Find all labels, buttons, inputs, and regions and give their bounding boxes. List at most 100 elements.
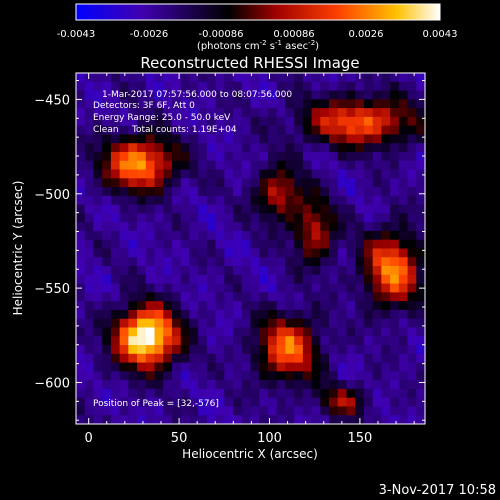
heatmap-cell [206,292,217,302]
heatmap-cell [163,371,173,381]
heatmap-cell [154,81,164,92]
heatmap-cell [416,204,425,215]
heatmap-cell [241,90,252,100]
heatmap-cell [224,318,234,329]
heatmap-cell [329,81,339,92]
heatmap-cell [250,362,260,372]
heatmap-cell [276,81,286,92]
heatmap-cell [198,169,208,179]
heatmap-cell [259,318,269,329]
heatmap-cell [180,415,191,424]
heatmap-cell [302,151,313,162]
heatmap-cell [215,151,225,162]
heatmap-cell [119,204,129,215]
heatmap-cell [381,371,391,381]
heatmap-cell [93,125,103,136]
heatmap-cell [398,134,409,144]
heatmap-cell [102,309,112,320]
heatmap-cell [163,283,173,293]
heatmap-cell [110,187,121,197]
heatmap-cell [285,336,295,346]
heatmap-cell [294,318,304,329]
heatmap-cell [372,204,382,215]
heatmap-cell [180,309,191,320]
heatmap-cell [145,283,156,293]
heatmap-cell [171,292,182,302]
heatmap-cell [276,99,286,109]
heatmap-cell [241,108,252,118]
heatmap-cell [311,266,321,276]
heatmap-cell [337,239,348,250]
heatmap-cell [198,353,208,364]
heatmap-cell [224,99,234,109]
heatmap-cell [259,213,269,223]
heatmap-cell [381,345,391,355]
heatmap-cell [163,187,173,197]
heatmap-cell [206,257,217,267]
heatmap-cell [381,301,391,311]
heatmap-cell [398,266,409,276]
heatmap-cell [337,353,348,364]
heatmap-cell [84,283,95,293]
heatmap-cell [363,336,374,346]
heatmap-cell [241,195,252,206]
heatmap-cell [76,292,86,302]
heatmap-cell [294,151,304,162]
heatmap-cell [276,160,286,171]
heatmap-cell [102,345,112,355]
heatmap-cell [102,266,112,276]
heatmap-cell [355,397,365,408]
heatmap-cell [416,81,425,92]
heatmap-cell [355,108,365,118]
heatmap-cell [180,99,191,109]
heatmap-cell [137,318,147,329]
heatmap-cell [171,406,182,416]
heatmap-cell [407,99,417,109]
heatmap-cell [241,187,252,197]
heatmap-cell [206,388,217,399]
heatmap-cell [76,99,86,109]
heatmap-cell [180,266,191,276]
heatmap-cell [259,415,269,424]
heatmap-cell [398,309,409,320]
heatmap-cell [189,309,199,320]
heatmap-cell [329,318,339,329]
heatmap-cell [285,73,295,83]
heatmap-cell [206,108,217,118]
heatmap-cell [119,116,129,127]
heatmap-cell [76,318,86,329]
heatmap-cell [407,151,417,162]
heatmap-cell [416,73,425,83]
heatmap-cell [119,327,129,337]
heatmap-cell [381,292,391,302]
heatmap-cell [128,274,138,285]
heatmap-cell [302,90,313,100]
heatmap-cell [285,327,295,337]
heatmap-cell [407,309,417,320]
heatmap-cell [93,204,103,215]
heatmap-cell [137,257,147,267]
heatmap-cell [84,90,95,100]
heatmap-cell [145,81,156,92]
heatmap-cell [84,406,95,416]
heatmap-cell [329,274,339,285]
heatmap-cell [180,257,191,267]
heatmap-cell [137,169,147,179]
heatmap-cell [119,371,129,381]
heatmap-cell [206,90,217,100]
heatmap-cell [145,353,156,364]
heatmap-cell [355,230,365,241]
heatmap-cell [171,81,182,92]
heatmap-cell [145,345,156,355]
heatmap-cell [363,388,374,399]
y-tick-label: −600 [34,376,70,391]
heatmap-cell [206,230,217,241]
heatmap-cell [180,108,191,118]
heatmap-cell [145,99,156,109]
heatmap-cell [337,108,348,118]
heatmap-cell [311,81,321,92]
heatmap-cell [171,362,182,372]
heatmap-cell [381,204,391,215]
heatmap-cell [302,397,313,408]
heatmap-cell [198,230,208,241]
